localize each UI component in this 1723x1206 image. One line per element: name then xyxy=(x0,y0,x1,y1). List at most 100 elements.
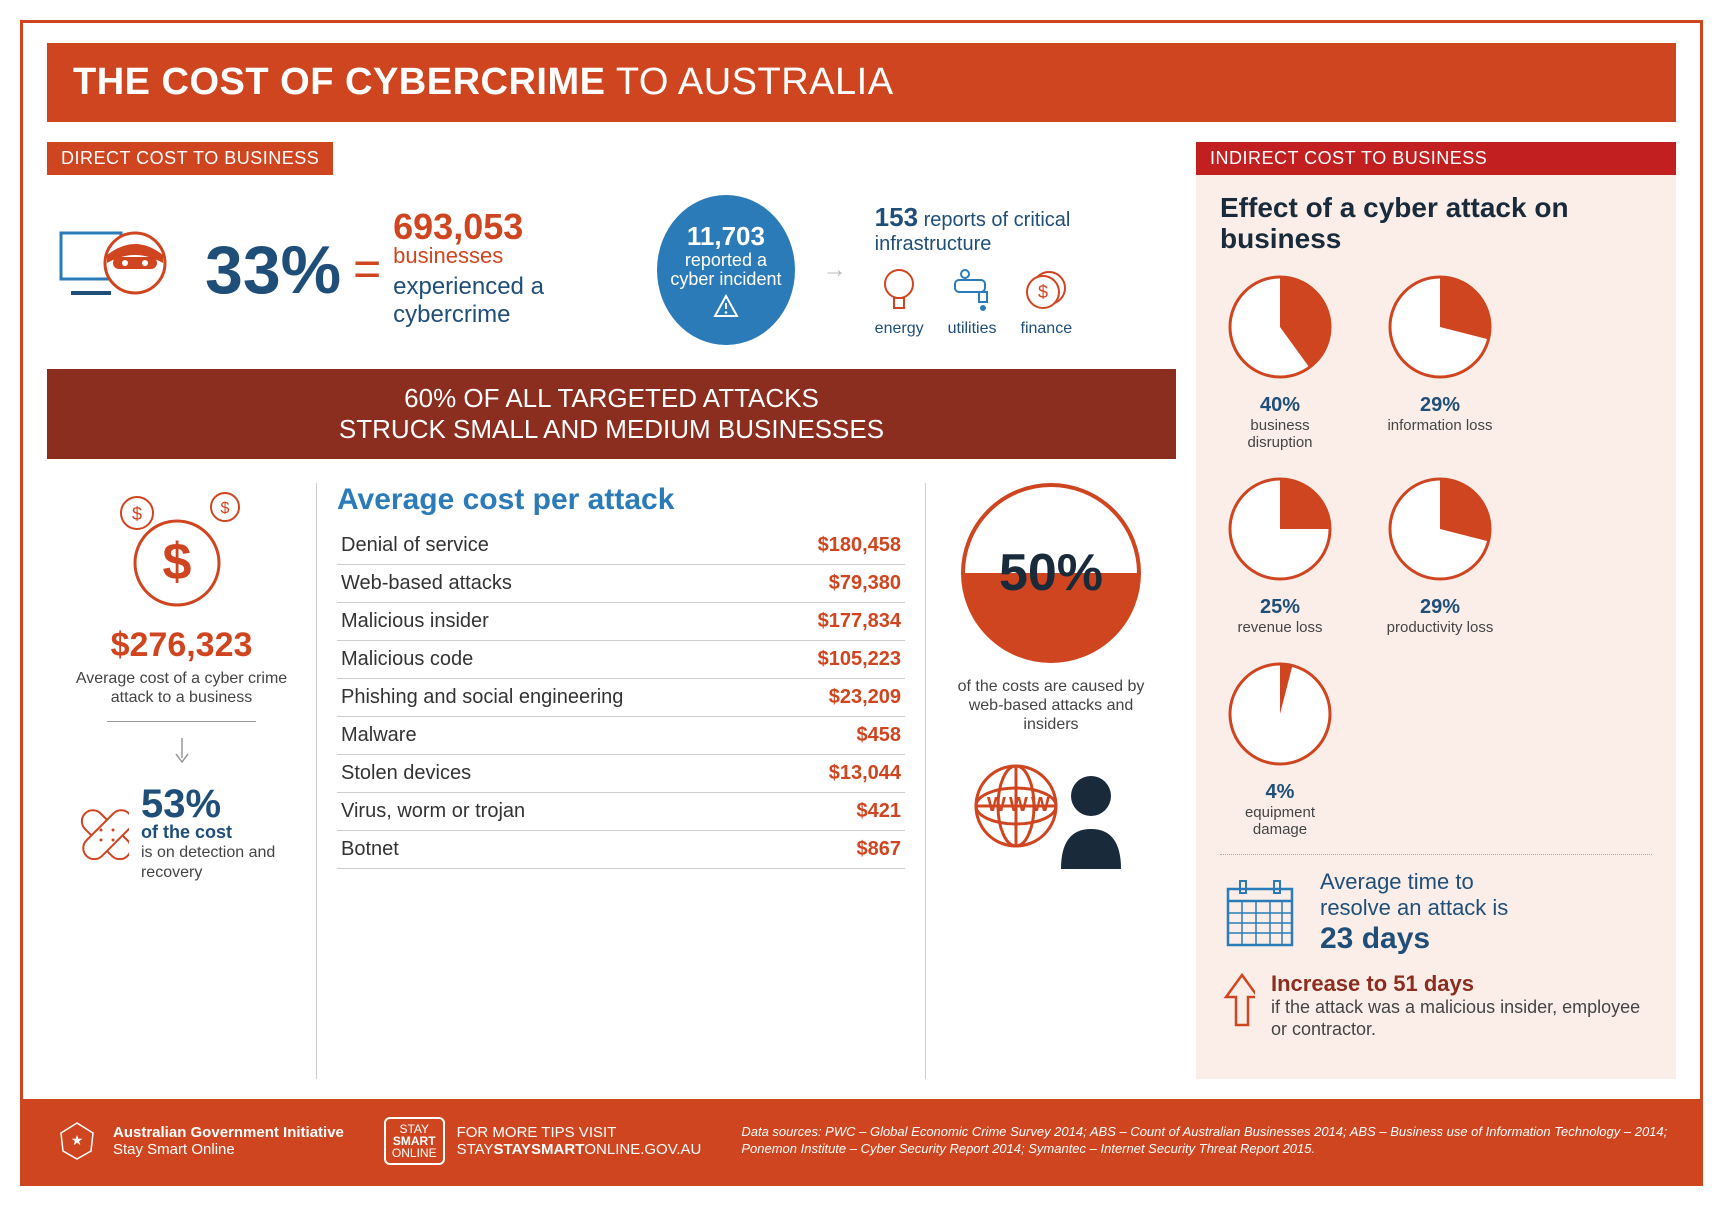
calendar-icon xyxy=(1220,873,1300,953)
reported-line1: reported a xyxy=(685,251,767,271)
pie-label: revenue loss xyxy=(1220,619,1340,636)
cost-value: $458 xyxy=(769,717,905,755)
data-sources: Data sources: PWC – Global Economic Crim… xyxy=(741,1124,1670,1158)
cost-name: Denial of service xyxy=(337,527,769,565)
svg-text:W: W xyxy=(987,794,1006,816)
left-column: DIRECT COST TO BUSINESS 33% xyxy=(47,142,1176,1079)
table-row: Web-based attacks$79,380 xyxy=(337,565,905,603)
cost-value: $867 xyxy=(769,831,905,869)
fifty-pct-circle: 50% xyxy=(961,483,1141,663)
table-row: Botnet$867 xyxy=(337,831,905,869)
pie-label: productivity loss xyxy=(1380,619,1500,636)
pie-chart-icon xyxy=(1226,660,1334,768)
gov-line1: Australian Government Initiative xyxy=(113,1124,344,1141)
pie-chart-icon xyxy=(1226,475,1334,583)
utilities-label: utilities xyxy=(948,320,997,338)
indirect-cost-body: Effect of a cyber attack on business 40%… xyxy=(1196,175,1676,1079)
pie-item: 40%business disruption xyxy=(1220,273,1340,451)
visit-url: STAYSTAYSMARTONLINE.GOV.AU xyxy=(457,1141,702,1158)
businesses-number: 693,053 xyxy=(393,211,629,243)
title-bold: THE COST OF CYBERCRIME xyxy=(73,61,605,103)
down-arrow-icon xyxy=(172,736,192,766)
infrastructure-icons: energy utilities $ finance xyxy=(875,266,1166,338)
stay-l3: ONLINE xyxy=(392,1147,437,1159)
gov-badge: ★ Australian Government Initiative Stay … xyxy=(53,1119,344,1163)
resolve-days: 23 days xyxy=(1320,921,1508,957)
web-insider-icon: W W W xyxy=(961,751,1141,871)
businesses-block: 693,053 businesses experienced a cybercr… xyxy=(393,211,629,329)
coins-icon: $ xyxy=(1021,266,1071,316)
arrow-right-icon: → xyxy=(823,256,847,284)
crest-icon: ★ xyxy=(53,1119,101,1163)
average-cost-number: $276,323 xyxy=(67,626,296,665)
effect-pies: 40%business disruption 29%information lo… xyxy=(1220,273,1652,838)
cost-name: Botnet xyxy=(337,831,769,869)
increase-row: Increase to 51 days if the attack was a … xyxy=(1220,971,1652,1040)
resolve-line2: resolve an attack is xyxy=(1320,895,1508,921)
infrastructure-block: 153 reports of critical infrastructure e… xyxy=(875,202,1166,338)
experienced-line: experienced a cybercrime xyxy=(393,273,629,329)
cost-value: $23,209 xyxy=(769,679,905,717)
page-title: THE COST OF CYBERCRIME TO AUSTRALIA xyxy=(73,61,1650,104)
resolve-row: Average time to resolve an attack is 23 … xyxy=(1220,869,1652,958)
fifty-pct-sub: of the costs are caused by web-based att… xyxy=(946,677,1156,735)
indirect-cost-tag: INDIRECT COST TO BUSINESS xyxy=(1196,142,1676,175)
cost-value: $421 xyxy=(769,793,905,831)
right-column: INDIRECT COST TO BUSINESS Effect of a cy… xyxy=(1196,142,1676,1079)
pct53-text: 53% of the cost is on detection and reco… xyxy=(141,786,296,881)
infographic-frame: THE COST OF CYBERCRIME TO AUSTRALIA DIRE… xyxy=(20,20,1703,1186)
svg-text:$: $ xyxy=(1038,282,1048,302)
svg-text:$: $ xyxy=(220,500,229,517)
footer: ★ Australian Government Initiative Stay … xyxy=(23,1099,1700,1183)
warning-icon xyxy=(713,294,739,318)
visit-label: FOR MORE TIPS VISIT xyxy=(457,1124,702,1141)
increase-title: Increase to 51 days xyxy=(1271,971,1652,997)
cost-name: Malicious code xyxy=(337,641,769,679)
table-row: Phishing and social engineering$23,209 xyxy=(337,679,905,717)
title-rest: TO AUSTRALIA xyxy=(605,61,893,103)
visit-url-rest: ONLINE.GOV.AU xyxy=(584,1141,701,1158)
pie-chart-icon xyxy=(1226,273,1334,381)
pct53-label: of the cost xyxy=(141,822,296,843)
businesses-label: businesses xyxy=(393,243,629,269)
resolve-line1: Average time to xyxy=(1320,869,1508,895)
cost-value: $177,834 xyxy=(769,603,905,641)
increase-text: Increase to 51 days if the attack was a … xyxy=(1271,971,1652,1040)
faucet-icon xyxy=(949,266,995,316)
pie-pct: 40% xyxy=(1220,394,1340,417)
title-bar: THE COST OF CYBERCRIME TO AUSTRALIA xyxy=(47,43,1676,122)
dollar-icon: $ $ $ xyxy=(107,483,257,613)
pie-pct: 25% xyxy=(1220,596,1340,619)
fifty-pct-column: 50% of the costs are caused by web-based… xyxy=(926,483,1176,1079)
table-row: Malicious insider$177,834 xyxy=(337,603,905,641)
pct53-row: 53% of the cost is on detection and reco… xyxy=(67,786,296,881)
pie-chart-icon xyxy=(1386,273,1494,381)
reported-circle: 11,703 reported a cyber incident xyxy=(657,195,794,345)
direct-cost-tag: DIRECT COST TO BUSINESS xyxy=(47,142,333,175)
finance-item: $ finance xyxy=(1021,266,1073,338)
pie-label: business disruption xyxy=(1220,417,1340,451)
svg-text:W: W xyxy=(1009,794,1028,816)
mid-row: $ $ $ $276,323 Average cost of a cyber c… xyxy=(47,483,1176,1079)
infrastructure-number: 153 xyxy=(875,202,918,232)
pct53-number: 53% xyxy=(141,786,296,822)
burglar-icon xyxy=(57,213,177,328)
visit-block: STAY SMART ONLINE FOR MORE TIPS VISIT ST… xyxy=(384,1117,701,1165)
cost-value: $105,223 xyxy=(769,641,905,679)
dotted-divider xyxy=(1220,854,1652,855)
cost-name: Malicious insider xyxy=(337,603,769,641)
svg-text:W: W xyxy=(1031,794,1050,816)
pie-label: information loss xyxy=(1380,417,1500,434)
visit-text: FOR MORE TIPS VISIT STAYSTAYSMARTONLINE.… xyxy=(457,1124,702,1158)
average-cost-label: Average cost of a cyber crime attack to … xyxy=(67,669,296,707)
average-cost-column: $ $ $ $276,323 Average cost of a cyber c… xyxy=(47,483,317,1079)
cost-value: $13,044 xyxy=(769,755,905,793)
utilities-item: utilities xyxy=(948,266,997,338)
pie-pct: 29% xyxy=(1380,394,1500,417)
direct-cost-section: DIRECT COST TO BUSINESS 33% xyxy=(47,142,1176,369)
table-row: Stolen devices$13,044 xyxy=(337,755,905,793)
infrastructure-title: 153 reports of critical infrastructure xyxy=(875,202,1166,256)
lightbulb-icon xyxy=(879,266,919,316)
cost-table-column: Average cost per attack Denial of servic… xyxy=(317,483,926,1079)
cost-value: $180,458 xyxy=(769,527,905,565)
